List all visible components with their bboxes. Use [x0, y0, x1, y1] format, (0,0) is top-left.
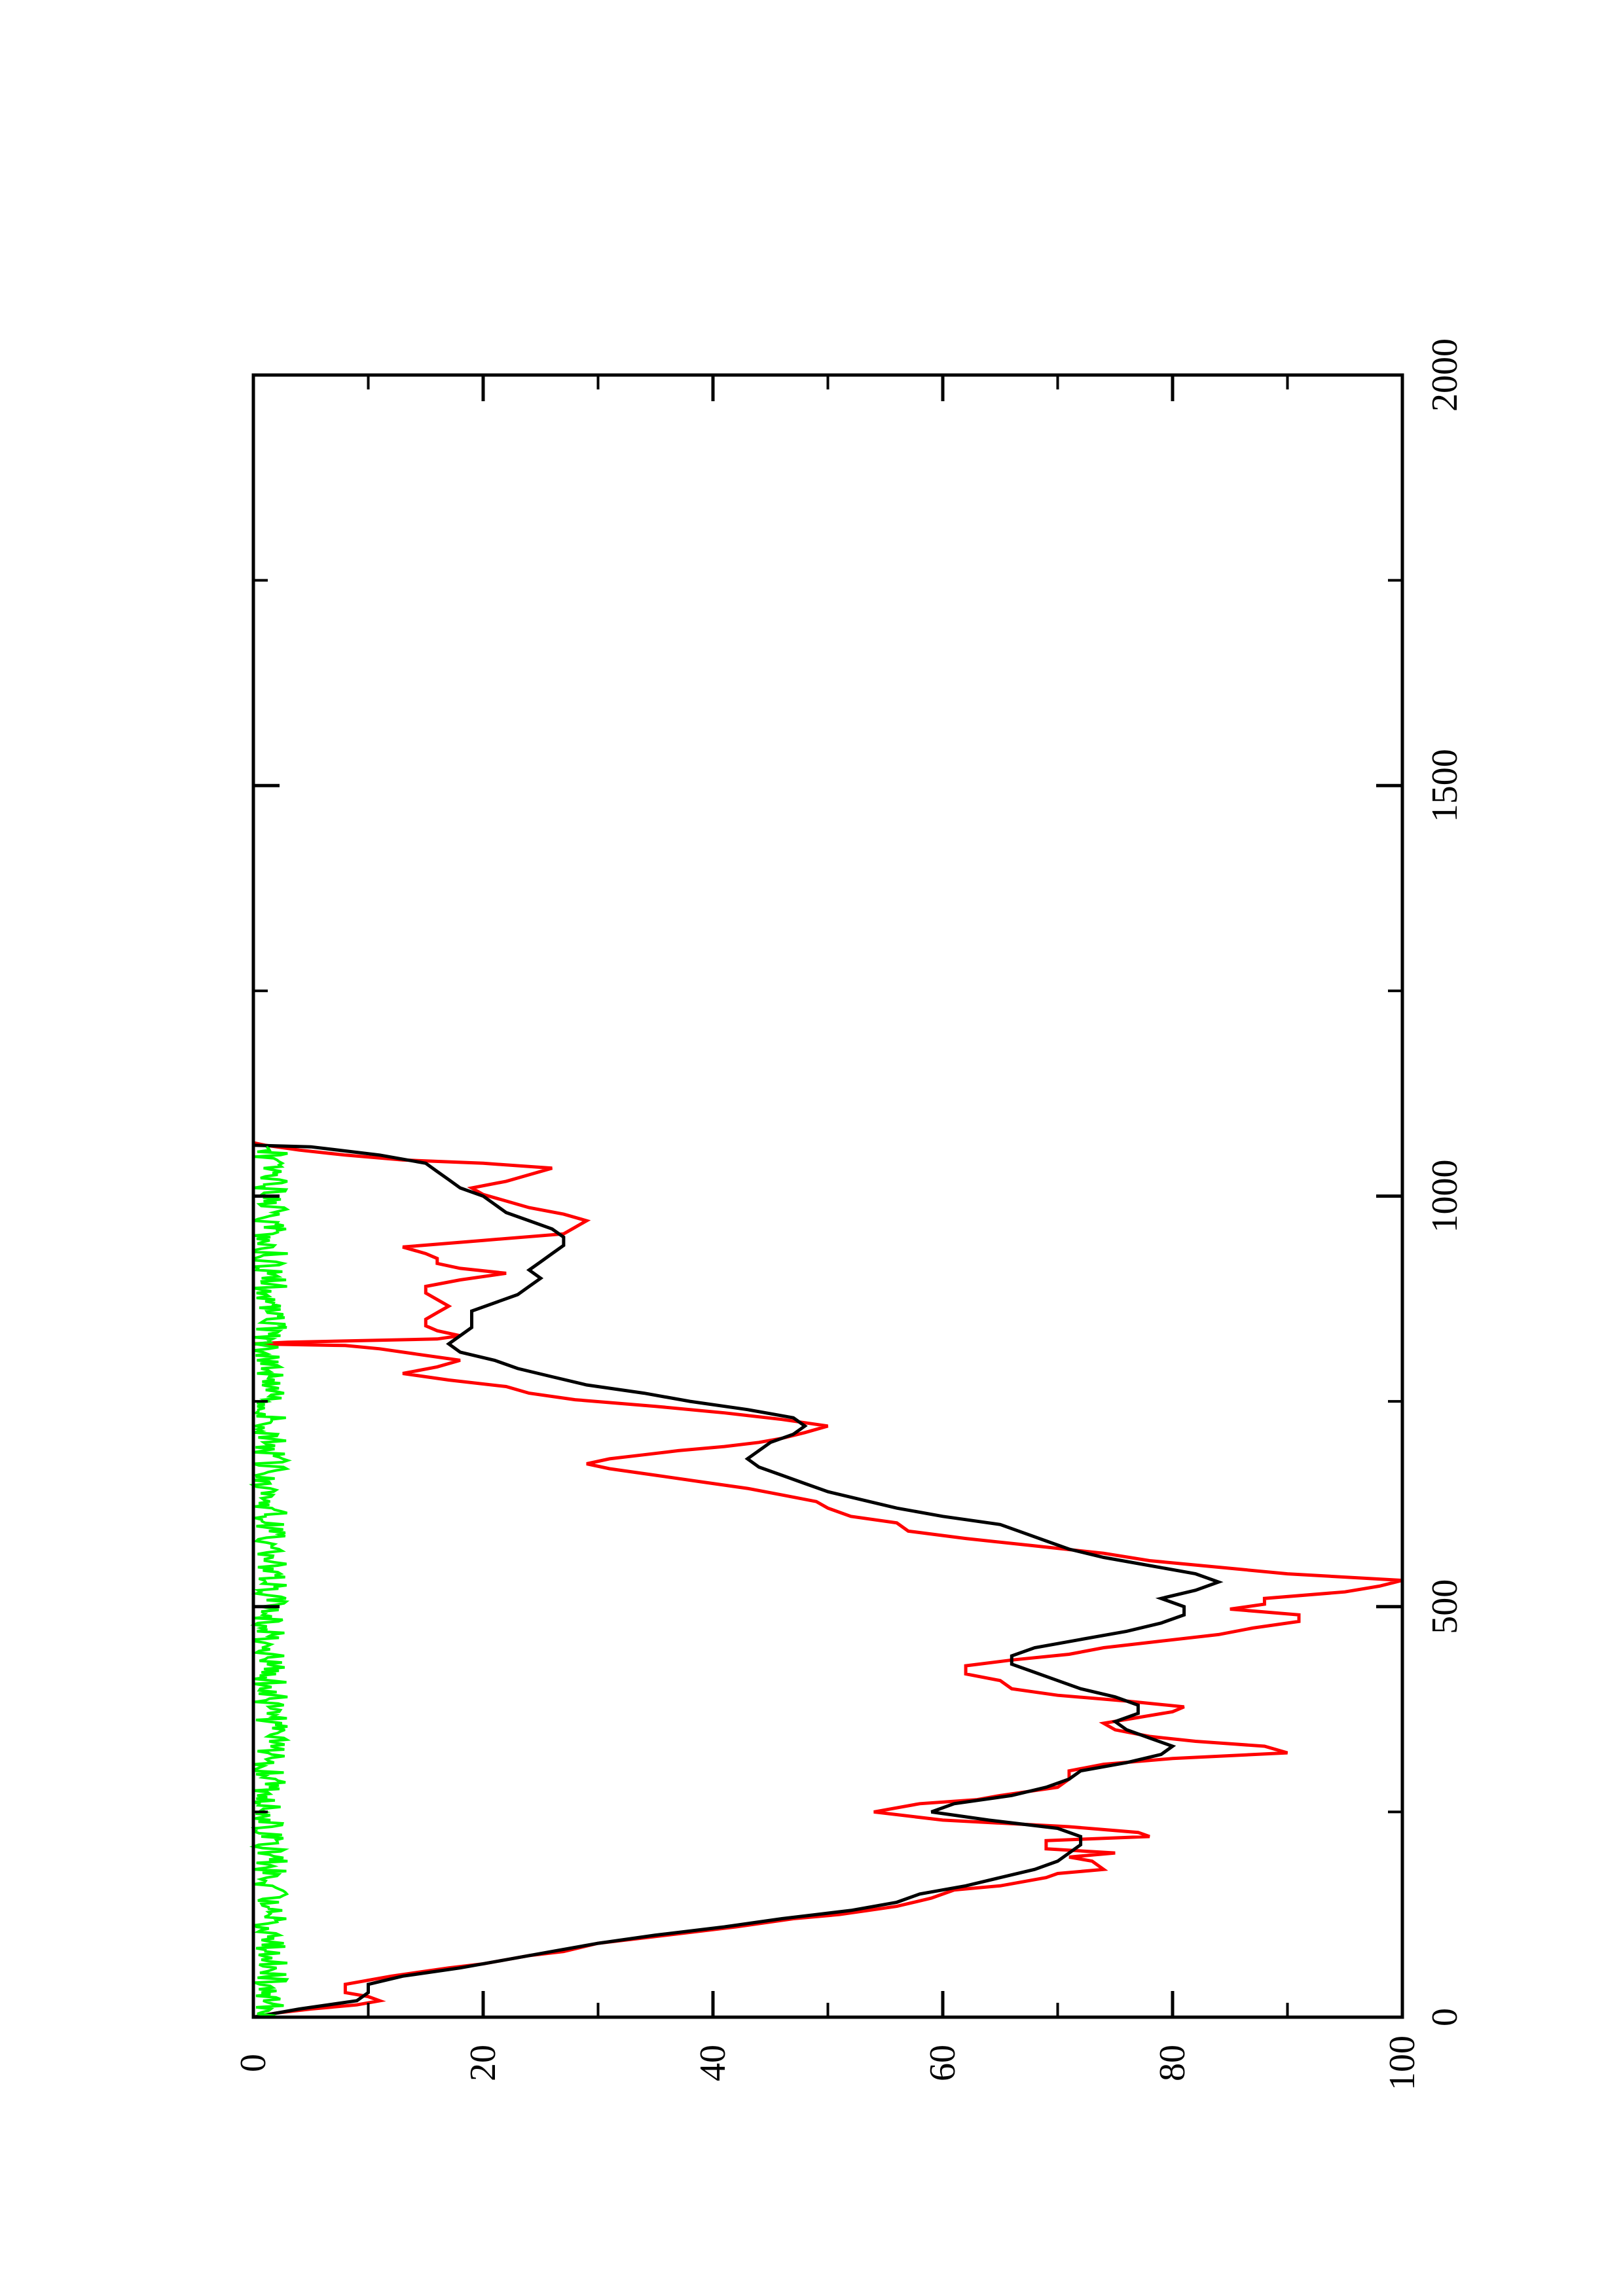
x-tick-label: 2000 — [1425, 338, 1465, 412]
x-tick-label: 1500 — [1425, 749, 1465, 822]
y-tick-label: 40 — [693, 2045, 733, 2081]
series-line-1 — [253, 1141, 1403, 2019]
plot-frame — [251, 373, 1404, 2019]
y-tick-label: 20 — [463, 2045, 503, 2081]
x-tick-label: 500 — [1425, 1579, 1465, 1634]
series-line-3 — [249, 1145, 292, 2018]
plot-area: 0 500 1000 1500 2000 0 20 40 60 80 100 — [233, 338, 1465, 2090]
y-tick-label: 80 — [1152, 2045, 1193, 2081]
series-line-2 — [253, 1143, 1224, 2019]
x-tick-label: 1000 — [1425, 1160, 1465, 1233]
y-tick-label: 100 — [1382, 2036, 1423, 2090]
y-tick-label: 60 — [922, 2045, 963, 2081]
x-tick-label: 0 — [1425, 2008, 1465, 2026]
y-tick-label: 0 — [233, 2054, 274, 2072]
